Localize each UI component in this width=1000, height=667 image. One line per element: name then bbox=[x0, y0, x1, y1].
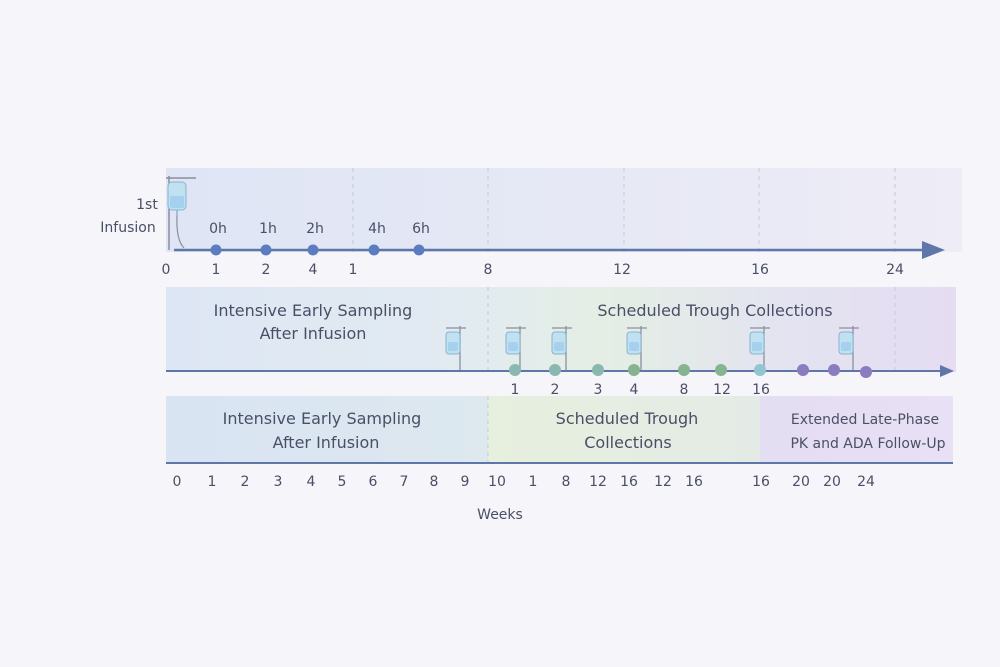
weeks-axis-title: Weeks bbox=[477, 507, 523, 523]
bottom-axis-tick-labels: 0 1 2 3 4 5 6 7 8 9 10 1 8 12 16 12 16 1… bbox=[173, 474, 875, 490]
iv-bag-icon bbox=[166, 176, 196, 250]
trough-label: 2 bbox=[551, 382, 560, 398]
bottom-tick-label: 3 bbox=[274, 474, 283, 490]
hour-point-4h bbox=[368, 244, 380, 256]
bottom-tick-label: 20 bbox=[823, 474, 841, 490]
bottom-tick-label: 7 bbox=[400, 474, 409, 490]
bottom-tick-label: 20 bbox=[792, 474, 810, 490]
top-axis-arrowhead bbox=[922, 241, 945, 259]
hour-label: 0h bbox=[209, 221, 227, 237]
top-tick-label: 16 bbox=[751, 262, 769, 278]
trough-point-labels: 1 2 3 4 8 12 16 bbox=[511, 382, 770, 398]
middle-panel-band bbox=[166, 287, 956, 372]
iv-bag-icon bbox=[505, 326, 526, 370]
bottom-tick-label: 4 bbox=[307, 474, 316, 490]
first-infusion-label-line2: Infusion bbox=[100, 220, 155, 236]
iv-bag-icon bbox=[551, 326, 572, 370]
middle-axis-arrowhead bbox=[940, 365, 954, 377]
iv-bag-icon bbox=[626, 326, 647, 370]
trough-point bbox=[549, 364, 561, 376]
top-tick-label: 2 bbox=[262, 262, 271, 278]
trough-point bbox=[715, 364, 727, 376]
hour-label: 1h bbox=[259, 221, 277, 237]
top-tick-label: 0 bbox=[162, 262, 171, 278]
hour-label: 2h bbox=[306, 221, 324, 237]
middle-left-title-line1: Intensive Early Sampling bbox=[214, 301, 413, 320]
bottom-tick-label: 10 bbox=[488, 474, 506, 490]
hour-point-1h bbox=[260, 244, 272, 256]
trough-point bbox=[678, 364, 690, 376]
top-tick-label: 4 bbox=[309, 262, 318, 278]
iv-bag-icon bbox=[445, 326, 466, 370]
phase-trough-title-line2: Collections bbox=[584, 433, 671, 452]
top-tick-label: 8 bbox=[484, 262, 493, 278]
iv-bag-icon bbox=[749, 326, 770, 370]
top-axis-tick-labels: 0 1 2 4 1 8 12 16 24 bbox=[162, 262, 904, 278]
top-timeline-band bbox=[166, 168, 962, 252]
top-tick-label: 1 bbox=[212, 262, 221, 278]
bottom-tick-label: 1 bbox=[529, 474, 538, 490]
top-gridlines bbox=[352, 168, 896, 252]
trough-sample-points bbox=[509, 364, 872, 378]
trough-point bbox=[592, 364, 604, 376]
bottom-tick-label: 5 bbox=[338, 474, 347, 490]
phase-early-title-line1: Intensive Early Sampling bbox=[223, 409, 422, 428]
late-point bbox=[797, 364, 809, 376]
phase-late-title-line2: PK and ADA Follow-Up bbox=[790, 436, 945, 452]
trough-label: 12 bbox=[713, 382, 731, 398]
hour-label: 6h bbox=[412, 221, 430, 237]
trough-point bbox=[509, 364, 521, 376]
phase-early-band bbox=[166, 396, 488, 463]
hour-point-0h bbox=[210, 244, 222, 256]
bottom-tick-label: 12 bbox=[654, 474, 672, 490]
trough-label: 3 bbox=[594, 382, 603, 398]
bottom-tick-label: 16 bbox=[685, 474, 703, 490]
bottom-tick-label: 8 bbox=[562, 474, 571, 490]
phase-late-band bbox=[760, 396, 953, 463]
bottom-tick-label: 1 bbox=[208, 474, 217, 490]
trough-label: 16 bbox=[752, 382, 770, 398]
trough-point bbox=[628, 364, 640, 376]
bottom-tick-label: 0 bbox=[173, 474, 182, 490]
top-tick-label: 24 bbox=[886, 262, 904, 278]
bottom-tick-label: 24 bbox=[857, 474, 875, 490]
bottom-tick-label: 9 bbox=[461, 474, 470, 490]
bottom-tick-label: 8 bbox=[430, 474, 439, 490]
iv-bag-icon bbox=[838, 326, 859, 370]
top-tick-label: 1 bbox=[349, 262, 358, 278]
phase-trough-title-line1: Scheduled Trough bbox=[556, 409, 699, 428]
phase-early-title-line2: After Infusion bbox=[273, 433, 380, 452]
phase-late-title-line1: Extended Late-Phase bbox=[791, 412, 939, 428]
trough-point bbox=[754, 364, 766, 376]
hour-sample-points bbox=[210, 244, 425, 256]
hour-point-2h bbox=[307, 244, 319, 256]
first-infusion-label-line1: 1st bbox=[136, 197, 158, 213]
bottom-tick-label: 16 bbox=[752, 474, 770, 490]
late-point bbox=[828, 364, 840, 376]
late-point bbox=[860, 366, 872, 378]
hour-point-6h bbox=[413, 244, 425, 256]
top-tick-label: 12 bbox=[613, 262, 631, 278]
bottom-tick-label: 16 bbox=[620, 474, 638, 490]
middle-left-title-line2: After Infusion bbox=[260, 324, 367, 343]
bottom-tick-label: 12 bbox=[589, 474, 607, 490]
trough-label: 4 bbox=[630, 382, 639, 398]
hour-label: 4h bbox=[368, 221, 386, 237]
trough-label: 1 bbox=[511, 382, 520, 398]
bottom-tick-label: 6 bbox=[369, 474, 378, 490]
trough-label: 8 bbox=[680, 382, 689, 398]
middle-right-title: Scheduled Trough Collections bbox=[597, 301, 832, 320]
bottom-tick-label: 2 bbox=[241, 474, 250, 490]
hour-labels: 0h 1h 2h 4h 6h bbox=[209, 221, 430, 237]
phase-trough-band bbox=[488, 396, 760, 463]
